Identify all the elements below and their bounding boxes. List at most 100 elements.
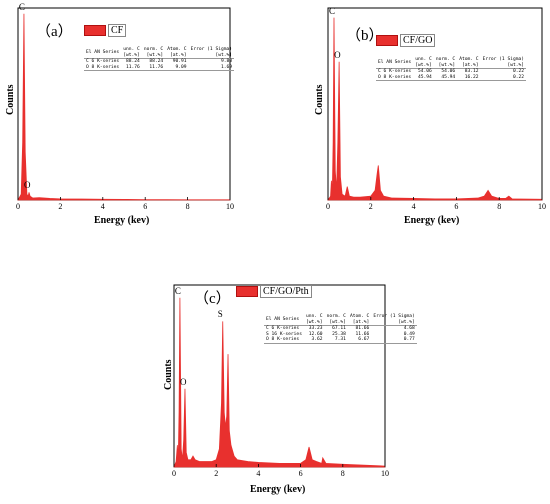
chart-panel-a: Counts （a） CF El AN Series unn. C [wt.%] no… — [0, 0, 240, 230]
table-header: norm. C [wt.%] — [326, 314, 346, 325]
table-header: unn. C [wt.%] — [415, 57, 432, 68]
table-cell: 88.24 — [125, 59, 140, 64]
table-cell: 11.66 — [355, 331, 370, 337]
legend: CF/GO/Pth — [236, 285, 312, 298]
table-cell: 9.80 — [220, 59, 233, 64]
table-header: El AN Series — [86, 49, 120, 55]
x-axis-label: Energy (kev) — [94, 215, 150, 226]
x-tick-label: 4 — [256, 469, 261, 478]
x-tick-label: 10 — [538, 202, 546, 211]
x-tick-label: 4 — [100, 202, 105, 211]
table-cell: 67.11 — [332, 326, 346, 331]
legend-swatch — [84, 25, 106, 36]
x-tick-label: 2 — [214, 469, 219, 478]
legend-label: CF/GO/Pth — [260, 285, 312, 298]
table-cell: 0.77 — [403, 337, 415, 342]
table-cell: 90.91 — [172, 59, 187, 64]
peak-label-c: C — [328, 5, 335, 16]
legend-label: CF — [108, 24, 127, 37]
x-tick-label: 4 — [411, 202, 416, 211]
legend-swatch — [376, 35, 398, 46]
table-header: Atom. C [at.%] — [349, 314, 370, 325]
table-row: C 6 K-series 54.06 54.06 83.12 0.22 — [376, 69, 526, 75]
peak-label-o: O — [179, 376, 187, 387]
x-tick-label: 6 — [143, 202, 148, 211]
table-cell: 88.24 — [149, 59, 164, 64]
table-cell: 16.22 — [464, 74, 479, 80]
table-header: Error (1 Sigma) [wt.%] — [373, 314, 415, 325]
table-header: Error (1 Sigma) [wt.%] — [482, 57, 525, 68]
plot-area — [173, 284, 386, 468]
peak-label-c: C — [174, 285, 181, 296]
table-header: norm. C [wt.%] — [435, 57, 456, 68]
table-cell: 54.06 — [417, 69, 432, 74]
peak-label-o: O — [334, 49, 341, 60]
table-header: El AN Series — [378, 59, 412, 65]
table-cell: C 6 K-series — [266, 326, 300, 331]
table-cell: O 8 K-series — [378, 74, 412, 80]
table-cell: O 8 K-series — [266, 337, 300, 342]
x-tick-label: 8 — [340, 469, 345, 478]
table-cell: S 16 K-series — [266, 331, 302, 337]
x-tick-label: 2 — [368, 202, 373, 211]
table-header: norm. C [wt.%] — [143, 47, 164, 58]
table-cell: 45.94 — [441, 74, 456, 80]
spectrum-series — [17, 13, 231, 201]
x-axis-label: Energy (kev) — [250, 484, 306, 495]
spectrum-series — [173, 297, 386, 468]
table-cell: 0.22 — [512, 74, 525, 80]
table-header: El AN Series — [266, 316, 300, 322]
x-tick-label: 6 — [298, 469, 303, 478]
table-cell: 0.49 — [403, 331, 415, 337]
table-cell: 33.23 — [308, 326, 323, 331]
table-header: unn. C [wt.%] — [305, 314, 323, 325]
table-header-row: El AN Series unn. C [wt.%] norm. C [wt.%] Ato… — [264, 314, 417, 326]
composition-table: El AN Series unn. C [wt.%] norm. C [wt.%] Ato… — [376, 57, 527, 81]
panel-label: （b） — [346, 28, 384, 44]
table-header: Atom. C [at.%] — [167, 47, 187, 58]
plot-frame — [173, 284, 386, 468]
peak-label-o: O — [24, 180, 31, 191]
table-cell: 12.60 — [308, 331, 323, 337]
table-cell: 7.31 — [334, 337, 346, 342]
plot-area — [327, 7, 543, 201]
x-tick-label: 8 — [185, 202, 190, 211]
table-cell: C 6 K-series — [86, 59, 120, 64]
x-tick-label: 8 — [497, 202, 502, 211]
peak-label-c: C — [18, 1, 25, 12]
table-cell: 1.69 — [220, 64, 233, 70]
table-cell: C 6 K-series — [378, 69, 412, 74]
legend-label: CF/GO — [400, 34, 436, 47]
table-cell: 54.06 — [441, 69, 456, 74]
table-cell: 6.67 — [358, 337, 370, 342]
panel-label: （a） — [36, 24, 73, 40]
table-header-row: El AN Series unn. C [wt.%] norm. C [wt.%] Ato… — [84, 47, 234, 59]
table-row: C 6 K-series 88.24 88.24 90.91 9.80 — [84, 59, 234, 65]
panel-label: （c） — [194, 291, 231, 307]
table-header-row: El AN Series unn. C [wt.%] norm. C [wt.%] Ato… — [376, 57, 526, 69]
table-cell: 81.66 — [355, 326, 370, 331]
table-row: O 8 K-series 3.62 7.31 6.67 0.77 — [264, 337, 417, 343]
x-axis-label: Energy (kev) — [404, 215, 460, 226]
table-row: O 8 K-series 11.76 11.76 9.09 1.69 — [84, 65, 234, 71]
legend-swatch — [236, 286, 258, 297]
x-tick-label: 0 — [16, 202, 20, 211]
composition-table: El AN Series unn. C [wt.%] norm. C [wt.%] Ato… — [264, 314, 417, 344]
table-header: unn. C [wt.%] — [123, 47, 140, 58]
composition-table: El AN Series unn. C [wt.%] norm. C [wt.%] Ato… — [84, 47, 235, 71]
table-cell: 45.94 — [417, 74, 432, 80]
table-cell: 25.38 — [332, 331, 346, 337]
table-cell: 11.76 — [149, 64, 164, 70]
plot-area — [17, 7, 231, 201]
legend: CF/GO — [376, 34, 436, 47]
table-cell: 11.76 — [125, 64, 140, 70]
spectrum-series — [327, 17, 543, 201]
table-header: Atom. C [at.%] — [459, 57, 479, 68]
x-tick-label: 10 — [226, 202, 234, 211]
chart-panel-c: Counts （c） CF/GO/Pth El AN Series unn. C[… — [158, 275, 417, 504]
table-row: S 16 K-series 12.60 25.38 11.66 0.49 — [264, 332, 417, 338]
table-cell: 9.09 — [175, 64, 187, 70]
table-cell: O 8 K-series — [86, 64, 120, 70]
x-tick-label: 6 — [454, 202, 459, 211]
x-tick-label: 0 — [326, 202, 330, 211]
